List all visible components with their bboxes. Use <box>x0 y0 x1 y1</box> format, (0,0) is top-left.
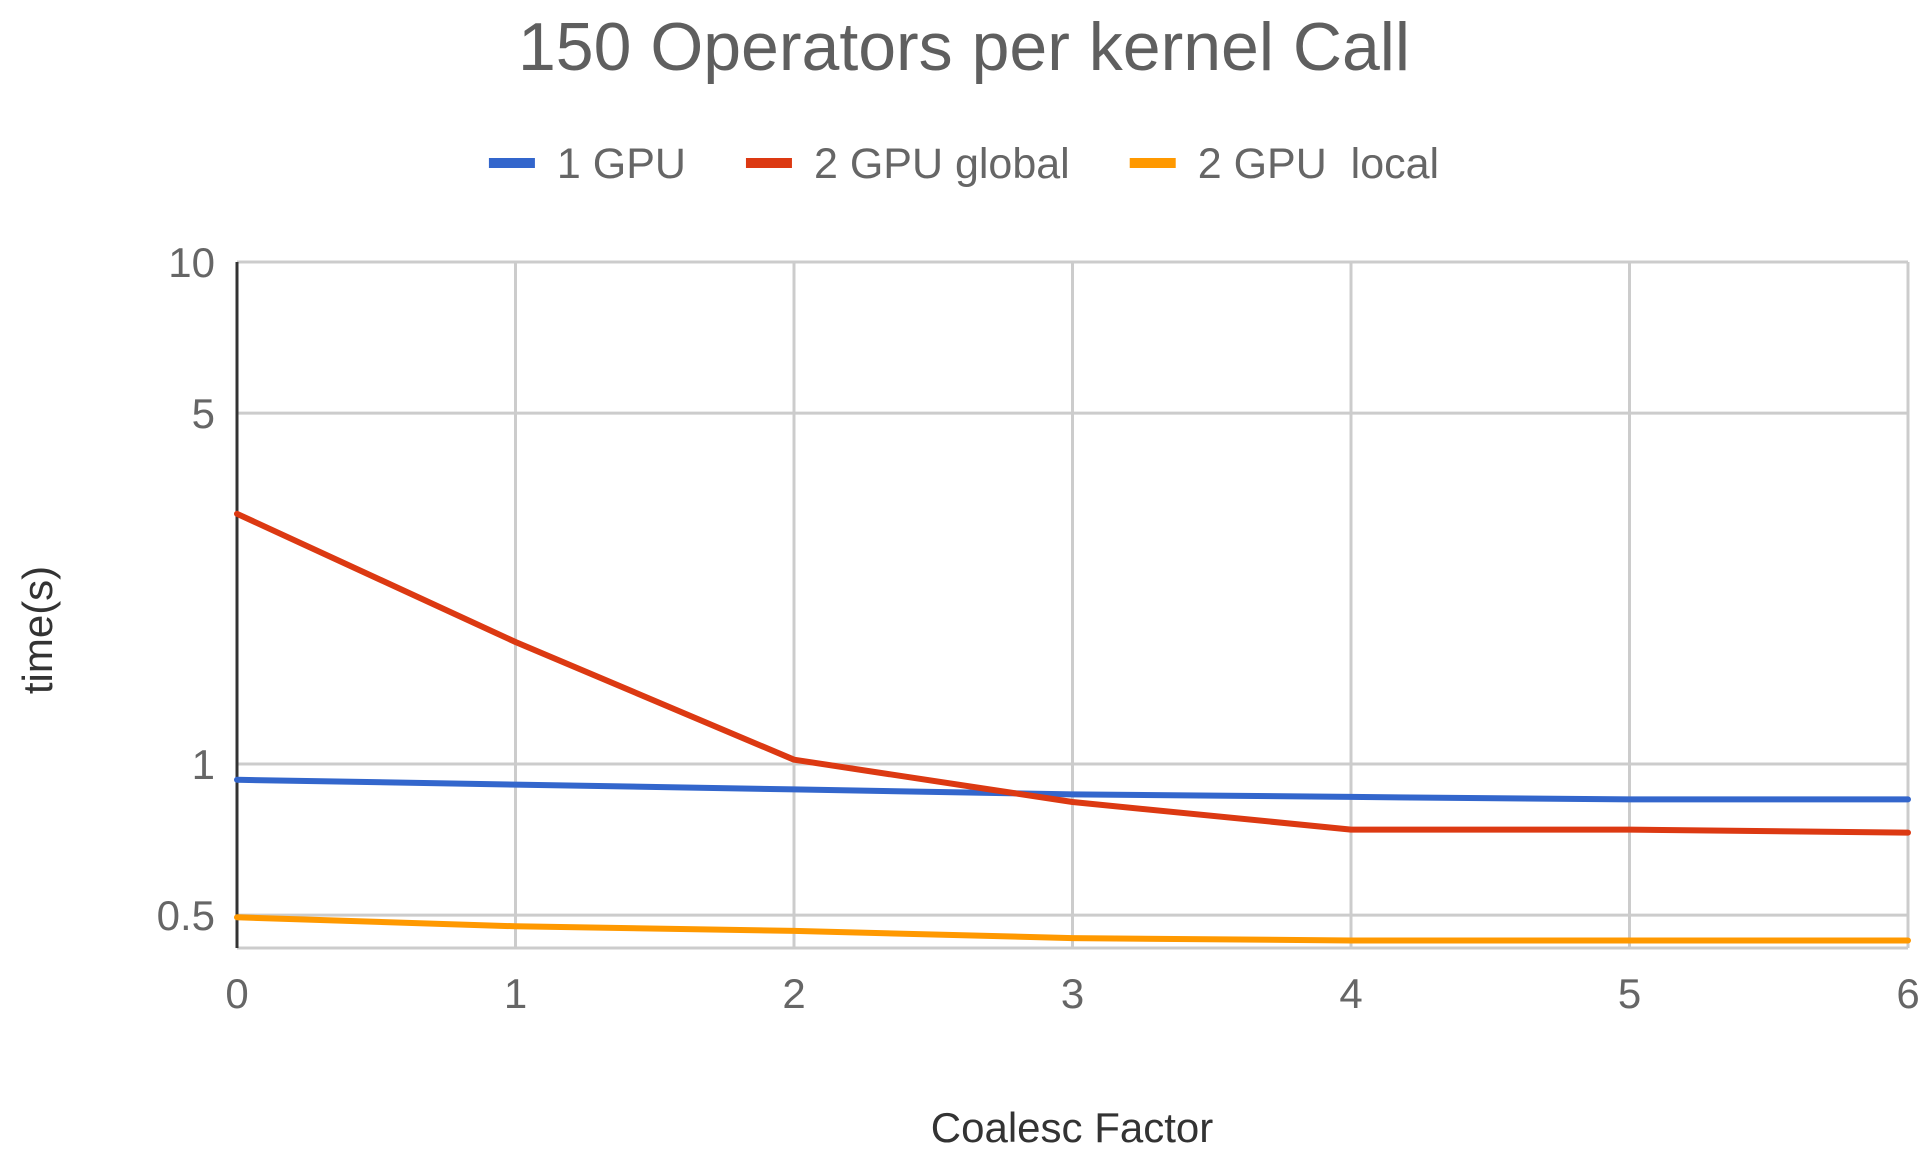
x-tick-label: 5 <box>1618 970 1641 1017</box>
x-tick-label: 2 <box>782 970 805 1017</box>
legend-label: 1 GPU <box>557 140 686 188</box>
y-tick-label: 5 <box>192 390 215 437</box>
axes: 0 1 2 3 4 5 6 10 5 1 0.5 <box>157 239 1920 1017</box>
series-line <box>234 510 1911 836</box>
series-lines <box>234 510 1911 944</box>
x-axis-title: Coalesc Factor <box>931 1104 1213 1151</box>
gridlines <box>237 260 1910 950</box>
series-line <box>234 914 1911 944</box>
legend-label: 2 GPU global <box>814 140 1070 188</box>
chart-title: 150 Operators per kernel Call <box>518 9 1410 85</box>
legend-label: 2 GPU local <box>1198 140 1439 188</box>
y-tick-label: 10 <box>168 239 215 286</box>
x-tick-label: 1 <box>504 970 527 1017</box>
x-tick-label: 0 <box>225 970 248 1017</box>
legend: 1 GPU 2 GPU global 2 GPU local <box>488 140 1439 188</box>
y-tick-label: 1 <box>192 741 215 788</box>
x-tick-label: 6 <box>1896 970 1919 1017</box>
x-tick-label: 3 <box>1061 970 1084 1017</box>
y-tick-label: 0.5 <box>157 892 215 939</box>
y-axis-title: time(s) <box>14 566 61 694</box>
series-line <box>234 776 1911 803</box>
x-tick-label: 4 <box>1339 970 1362 1017</box>
